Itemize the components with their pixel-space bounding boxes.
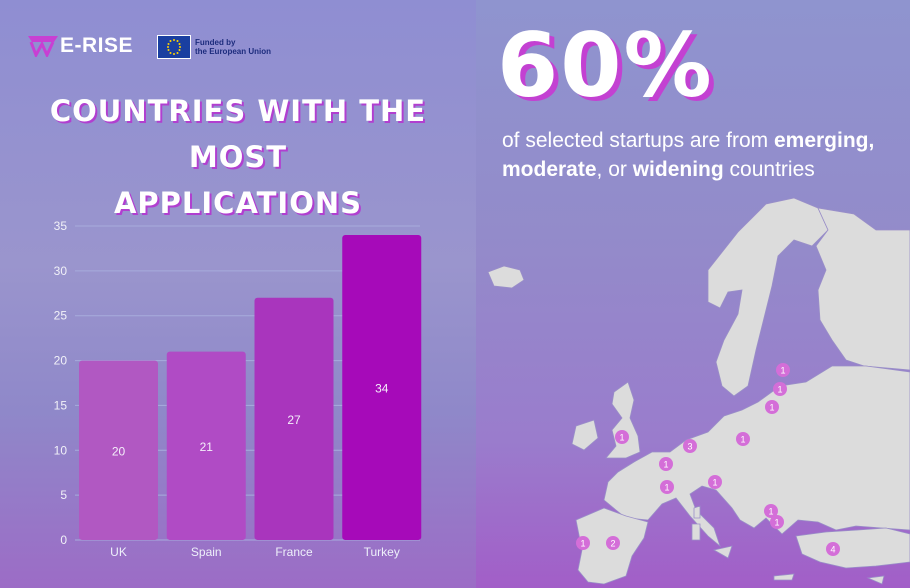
y-tick-label: 5 (60, 488, 67, 502)
stat-text-c: , or (596, 158, 633, 181)
bar (254, 297, 334, 540)
map-marker (683, 439, 697, 453)
map-sardinia (691, 523, 701, 541)
stat-text-a: of selected startups are from (502, 129, 774, 152)
map-marker-label: 3 (687, 442, 692, 452)
map-marker (736, 432, 750, 446)
map-marker-label: 1 (664, 483, 669, 493)
stat-bold-moderate: moderate (502, 158, 597, 181)
x-tick-label: UK (110, 545, 127, 559)
map-marker-label: 1 (769, 403, 774, 413)
map-marker (765, 400, 779, 414)
map-marker-label: 1 (712, 478, 717, 488)
map-mainland (603, 365, 910, 548)
map-corsica (693, 505, 701, 519)
bar (342, 234, 422, 540)
y-tick-label: 35 (54, 219, 68, 233)
x-tick-label: Turkey (364, 545, 400, 559)
map-great-britain (605, 381, 641, 459)
map-finland (815, 207, 910, 371)
stat-value: 60% (497, 14, 714, 117)
map-iceland (487, 265, 525, 289)
map-marker (776, 363, 790, 377)
map-marker (770, 515, 784, 529)
stat-description: of selected startups are from emerging, m… (502, 126, 910, 184)
map-marker-label: 2 (610, 539, 615, 549)
stat-bold-widening: widening (632, 158, 724, 181)
bar (79, 360, 158, 540)
map-marker (764, 504, 778, 518)
eu-flag-icon (157, 35, 191, 59)
map-marker (615, 430, 629, 444)
eu-text-line1: Funded by (195, 38, 236, 47)
map-marker (773, 382, 787, 396)
bar-chart: 0 5 10 15 20 25 30 35 20 UK 21 Spain 27 France 34 Turke… (54, 219, 422, 559)
y-tick-label: 15 (54, 398, 68, 412)
logo-text: E-RISE (60, 34, 134, 57)
stat-text-d: countries (723, 158, 815, 181)
map-marker-label: 4 (830, 545, 835, 555)
stat-bold-emerging: emerging, (773, 129, 875, 152)
chart-title-line1: COUNTRIES WITH THE MOST (49, 94, 427, 174)
bar-value-label: 21 (200, 440, 214, 454)
y-tick-label: 0 (60, 533, 67, 547)
left-panel: E-RISE Funded by the European Union COUN… (0, 0, 476, 588)
map-marker-label: 1 (663, 460, 668, 470)
x-tick-label: Spain (191, 545, 222, 559)
map-marker-label: 1 (777, 385, 782, 395)
map-marker (708, 475, 722, 489)
map-turkey (795, 527, 910, 569)
bar-value-label: 27 (287, 413, 301, 427)
map-marker-label: 1 (740, 435, 745, 445)
map-marker-label: 1 (619, 433, 624, 443)
bar-value-label: 34 (375, 381, 389, 395)
chart-title-line2: APPLICATIONS (113, 186, 363, 220)
erise-logo-icon (28, 36, 58, 57)
map-crete (773, 573, 795, 581)
map-cyprus (866, 575, 885, 585)
bar-value-label: 20 (112, 444, 126, 458)
map-marker-label: 1 (774, 518, 779, 528)
map-marker-label: 1 (580, 539, 585, 549)
eu-funding-badge: Funded by the European Union (157, 35, 275, 59)
y-tick-label: 10 (54, 443, 68, 457)
bar (166, 351, 246, 540)
y-tick-label: 25 (54, 309, 68, 323)
map-marker (576, 536, 590, 550)
map-marker (826, 542, 840, 556)
eu-text-line2: the European Union (195, 47, 271, 56)
map-marker (659, 457, 673, 471)
y-tick-label: 20 (54, 354, 68, 368)
x-tick-label: France (275, 545, 313, 559)
map-marker (660, 480, 674, 494)
map-ireland (571, 419, 599, 451)
map-marker-label: 1 (768, 507, 773, 517)
map-marker-label: 1 (780, 366, 785, 376)
y-tick-label: 30 (54, 264, 68, 278)
map-scandinavia (707, 197, 829, 397)
erise-logo: E-RISE (28, 34, 133, 58)
chart-title: COUNTRIES WITH THE MOST APPLICATIONS (20, 88, 456, 226)
map-sicily (712, 545, 733, 559)
map-marker (606, 536, 620, 550)
